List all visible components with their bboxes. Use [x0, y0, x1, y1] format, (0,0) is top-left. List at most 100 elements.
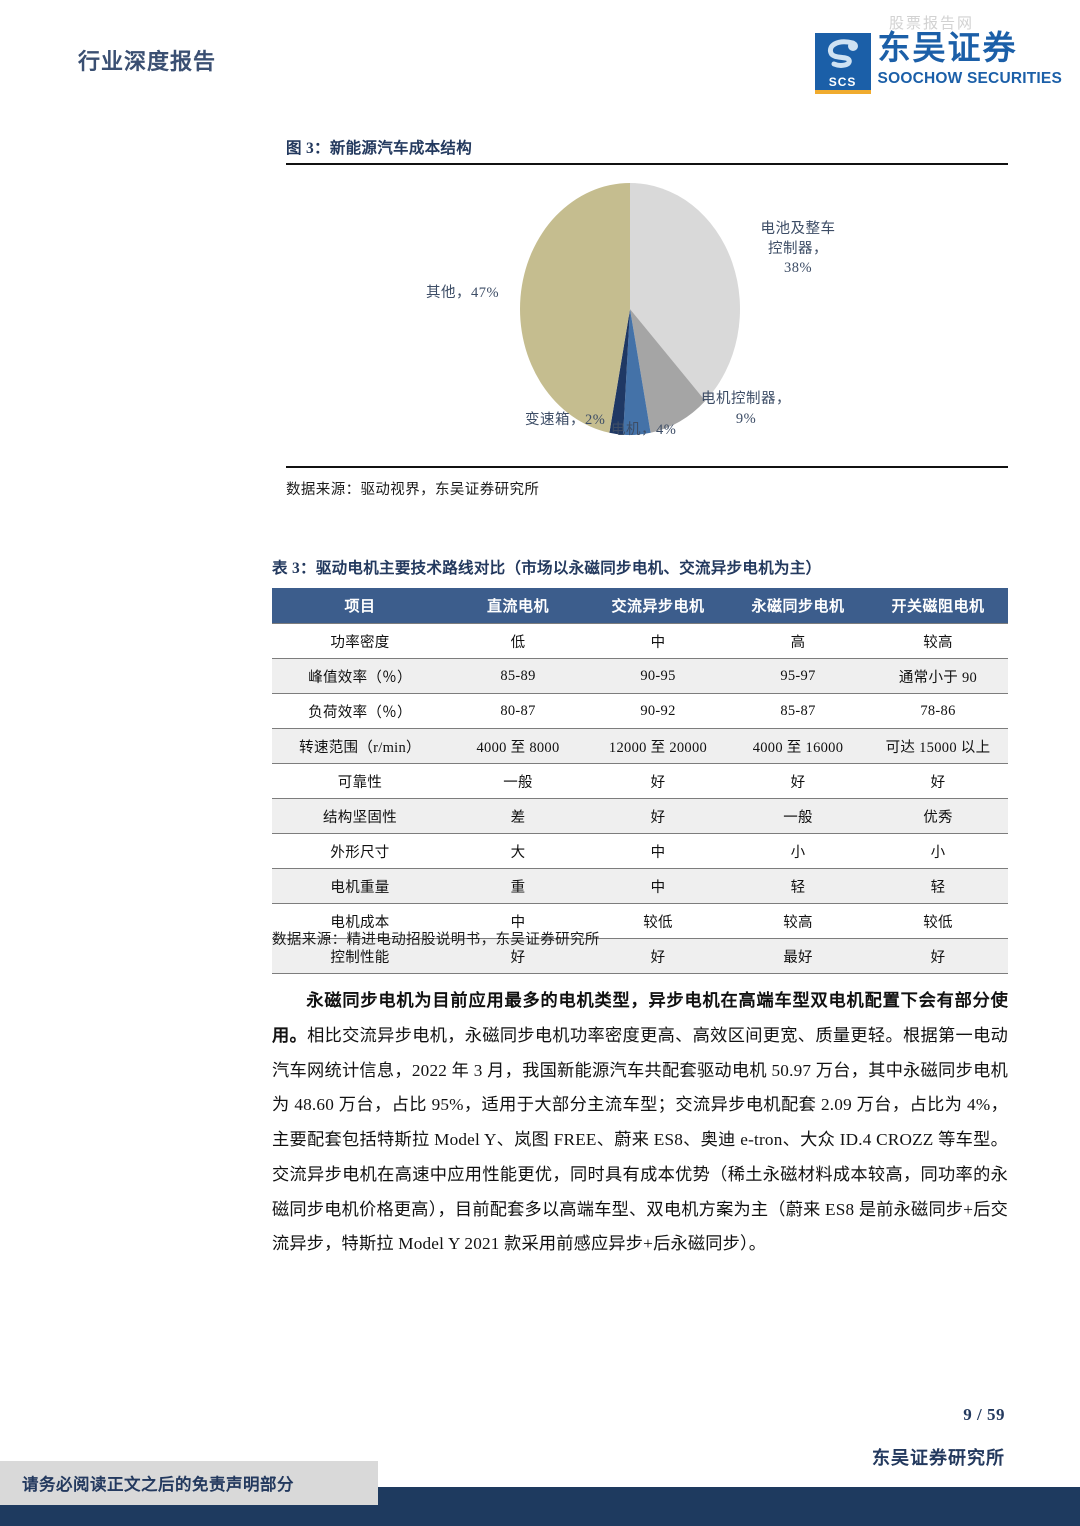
- logo-mark: SCS: [814, 33, 871, 94]
- pie-label-battery: 电池及整车 控制器， 38%: [760, 221, 836, 277]
- table-row: 可靠性 一般好好好: [272, 763, 1008, 799]
- logo-gold-bar: [814, 90, 871, 94]
- footer-company: 东吴证券研究所: [872, 1448, 1005, 1468]
- table-cell: 大: [448, 833, 588, 869]
- table-cell: 重: [448, 868, 588, 904]
- pie-label-motor: 电机，4%: [611, 422, 677, 438]
- table-cell: 可达 15000 以上: [868, 728, 1008, 764]
- table-cell: 较低: [588, 903, 728, 939]
- pie-label-others: 其他，47%: [426, 285, 500, 301]
- table-cell: 85-87: [728, 693, 868, 729]
- table-cell: 差: [448, 798, 588, 834]
- pie-slices: [520, 183, 740, 436]
- table-cell: 轻: [728, 868, 868, 904]
- table-cell: 中: [588, 623, 728, 659]
- table-cell: 好: [448, 938, 588, 974]
- table-cell: 好: [588, 763, 728, 799]
- table-row-label: 电机成本: [272, 903, 448, 939]
- table-cell: 好: [728, 763, 868, 799]
- pie-slice-gearbox: [609, 309, 630, 435]
- table-cell: 通常小于 90: [868, 658, 1008, 694]
- table-body: 功率密度低中高较高 峰值效率（％） 85-89 90-95 95-97 通常小于 90 负荷…: [272, 623, 1008, 974]
- table-cell: 中: [588, 833, 728, 869]
- table-cell: 中: [448, 903, 588, 939]
- page-number: 9 / 59: [963, 1405, 1005, 1424]
- body-lead-sentence: 永磁同步电机为目前应用最多的电机类型，异步电机在高端车型双电机配置下会有部分使用…: [272, 991, 1008, 1045]
- table-row-label: 负荷效率（％）: [272, 693, 448, 729]
- table-row-label: 功率密度: [272, 623, 448, 659]
- table-cell: 78-86: [868, 693, 1008, 729]
- pie-slice-others: [520, 183, 630, 433]
- table-cell: 90-95: [588, 658, 728, 694]
- figure-bottom-rule: [286, 466, 1008, 468]
- table-cell: 90-92: [588, 693, 728, 729]
- figure-title-rule: [286, 163, 1008, 165]
- table-cell: 轻: [868, 868, 1008, 904]
- table-row: 功率密度低中高较高: [272, 623, 1008, 659]
- table-col-header-pm-sync-motor: 永磁同步电机: [728, 588, 868, 624]
- table-cell: 较高: [868, 623, 1008, 659]
- table-row-label: 电机重量: [272, 868, 448, 904]
- body-rest-sentence: 相比交流异步电机，永磁同步电机功率密度更高、高效区间更宽、质量更轻。根据第一电动…: [272, 1025, 1008, 1254]
- table-row-label: 可靠性: [272, 763, 448, 799]
- table-cell: 好: [868, 938, 1008, 974]
- table-cell: 较高: [728, 903, 868, 939]
- table-cell: 4000 至 16000: [728, 728, 868, 764]
- table-cell: 好: [588, 798, 728, 834]
- company-logo: SCS 东吴证券 SOOCHOW SECURITIES: [814, 31, 1062, 94]
- table-row: 电机成本中较低 较高 较低: [272, 903, 1008, 939]
- table-row-label: 结构坚固性: [272, 798, 448, 834]
- pie-slice-motor: [623, 309, 651, 436]
- pie-chart-figure: 电池及整车 控制器， 38% 电机控制器， 9% 电机，4% 变速箱，2% 其他…: [286, 172, 1010, 460]
- table-cell: 12000 至 20000: [588, 728, 728, 764]
- table-cell: 最好: [728, 938, 868, 974]
- table-header-row: 项目 直流电机 交流异步电机 永磁同步电机 开关磁阻电机: [272, 588, 1008, 624]
- logo-company-cn: 东吴证券: [877, 31, 1018, 67]
- table-cell: 优秀: [868, 798, 1008, 834]
- table-row-label: 峰值效率（％）: [272, 658, 448, 694]
- table-row: 外形尺寸大中小小: [272, 833, 1008, 869]
- table-source: 数据来源：精进电动招股说明书，东吴证券研究所: [272, 932, 600, 948]
- logo-scs-code: SCS: [814, 75, 871, 90]
- table-row: 峰值效率（％） 85-89 90-95 95-97 通常小于 90: [272, 658, 1008, 694]
- table-cell: 小: [728, 833, 868, 869]
- table-row-label: 外形尺寸: [272, 833, 448, 869]
- table-row: 负荷效率（％） 80-87 90-92 85-87 78-86: [272, 693, 1008, 729]
- table-cell: 中: [588, 868, 728, 904]
- footer-disclaimer-tab: 请务必阅读正文之后的免责声明部分: [0, 1461, 378, 1505]
- figure-source: 数据来源：驱动视界，东吴证券研究所: [286, 482, 540, 498]
- table-col-header-dc-motor: 直流电机: [448, 588, 588, 624]
- logo-company-en: SOOCHOW SECURITIES: [877, 69, 1062, 87]
- logo-s-glyph-icon: [827, 39, 858, 68]
- table-row: 电机重量重中轻轻: [272, 868, 1008, 904]
- table-cell: 高: [728, 623, 868, 659]
- logo-text: 东吴证券 SOOCHOW SECURITIES: [877, 31, 1062, 88]
- pie-label-gearbox: 变速箱，2%: [525, 412, 606, 428]
- figure-title: 图 3：新能源汽车成本结构: [286, 140, 473, 157]
- table-row: 结构坚固性差好一般 优秀: [272, 798, 1008, 834]
- footer-disclaimer-text: 请务必阅读正文之后的免责声明部分: [22, 1475, 294, 1494]
- table-cell: 80-87: [448, 693, 588, 729]
- table-cell: 4000 至 8000: [448, 728, 588, 764]
- body-paragraph: 永磁同步电机为目前应用最多的电机类型，异步电机在高端车型双电机配置下会有部分使用…: [272, 984, 1008, 1262]
- table-cell: 好: [868, 763, 1008, 799]
- table-cell: 85-89: [448, 658, 588, 694]
- table-cell: 95-97: [728, 658, 868, 694]
- pie-chart-svg: [520, 183, 740, 436]
- table-cell: 低: [448, 623, 588, 659]
- watermark-text: 股票报告网: [888, 15, 974, 32]
- motor-comparison-table: 项目 直流电机 交流异步电机 永磁同步电机 开关磁阻电机 功率密度低中高较高 峰值…: [272, 588, 1008, 974]
- table-cell: 一般: [448, 763, 588, 799]
- table-cell: 小: [868, 833, 1008, 869]
- table-col-header-srm-motor: 开关磁阻电机: [868, 588, 1008, 624]
- pie-slice-motor-controller: [630, 309, 706, 433]
- pie-label-motor-controller: 电机控制器， 9%: [701, 391, 791, 427]
- table-cell: 较低: [868, 903, 1008, 939]
- table-row-label: 控制性能: [272, 938, 448, 974]
- table-row: 转速范围（r/min） 4000 至 8000 12000 至 20000 4000 …: [272, 728, 1008, 764]
- table-col-header-item: 项目: [272, 588, 448, 624]
- table-cell: 好: [588, 938, 728, 974]
- table-cell: 一般: [728, 798, 868, 834]
- table-row-label: 转速范围（r/min）: [272, 728, 448, 764]
